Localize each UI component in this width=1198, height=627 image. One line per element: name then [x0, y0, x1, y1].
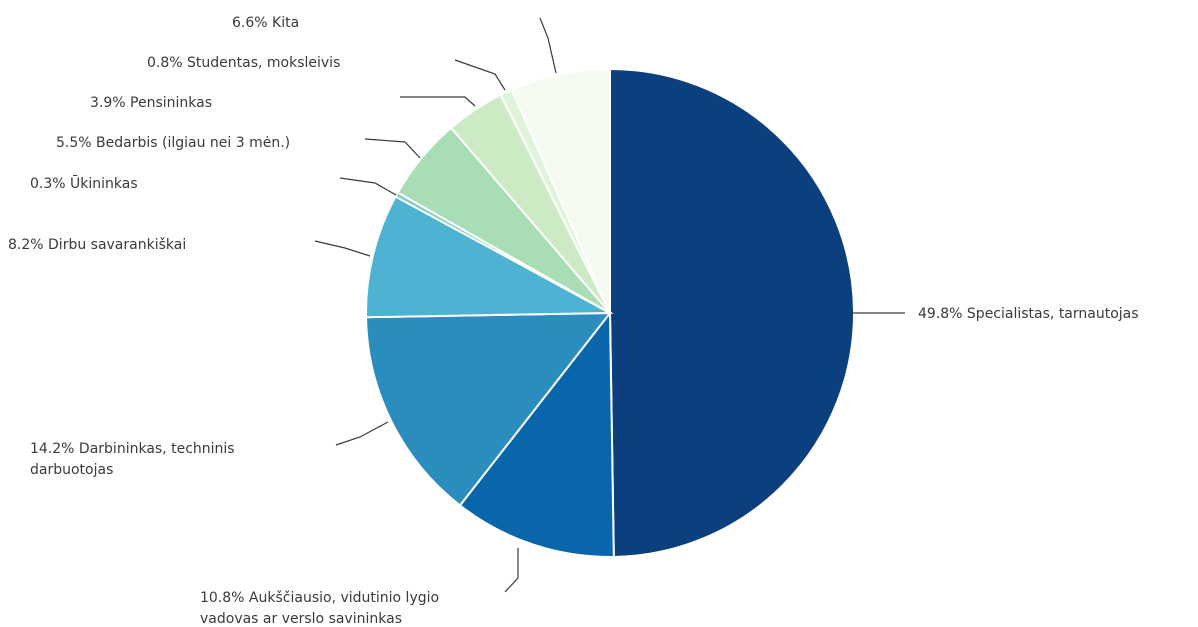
leader-line-3	[335, 421, 389, 446]
slice-label-6: 5.5% Bedarbis (ilgiau nei 3 mėn.)	[56, 135, 290, 151]
pie-slice-9	[510, 67, 611, 314]
slice-label-5: 0.3% Ūkininkas	[30, 175, 138, 192]
slice-label-9: 6.6% Kita	[232, 15, 299, 31]
leader-lines	[314, 17, 905, 593]
pie-slice-2	[458, 310, 615, 558]
pie-slice-1	[609, 67, 855, 558]
pie-slice-3	[365, 311, 613, 507]
slice-label-1: 49.8% Specialistas, tarnautojas	[918, 306, 1139, 322]
leader-line-6	[364, 138, 421, 159]
pie-slice-4	[365, 195, 614, 319]
leader-line-9	[539, 17, 557, 74]
slice-labels: 49.8% Specialistas, tarnautojas 10.8% Auk…	[8, 15, 1139, 627]
slice-label-7: 3.9% Pensininkas	[90, 95, 212, 111]
leader-line-7	[400, 96, 476, 107]
slice-label-8: 0.8% Studentas, moksleivis	[147, 55, 340, 71]
leader-line-5	[339, 177, 397, 196]
leader-line-4	[314, 240, 371, 257]
leader-line-2	[504, 548, 519, 593]
slice-label-4: 8.2% Dirbu savarankiškai	[8, 237, 186, 253]
leader-line-8	[454, 59, 506, 91]
slice-label-2: 10.8% Aukščiausio, vidutinio lygio vadova…	[200, 590, 439, 627]
slice-label-3: 14.2% Darbininkas, techninis darbuotojas	[30, 441, 235, 478]
pie-slices	[365, 67, 855, 558]
